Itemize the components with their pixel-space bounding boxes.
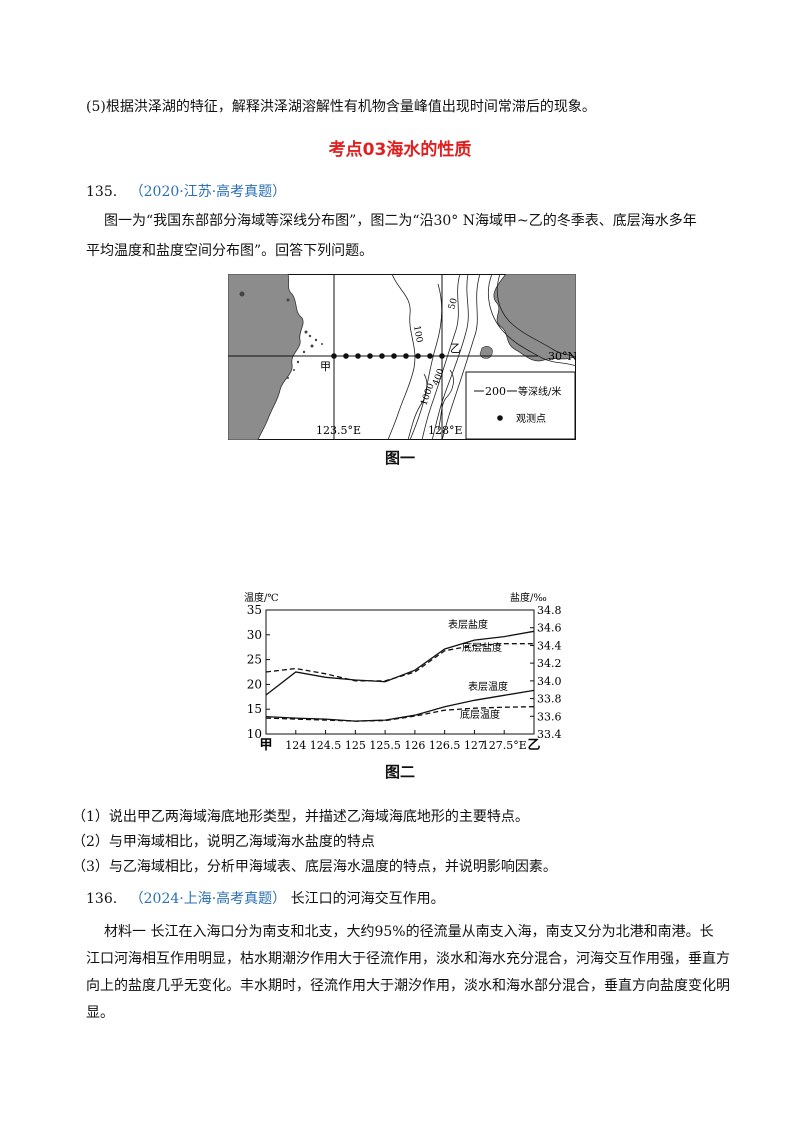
material-1-line1: 材料一 长江在入海口分为南支和北支，大约95%的径流量从南支入海，南支又分为北港… xyxy=(104,924,714,940)
map-legend: 200 等深线/米 观测点 xyxy=(465,371,576,440)
series-label: 底层盐度 xyxy=(462,641,502,654)
subquestion-2: （2）与甲海域相比，说明乙海域海水盐度的特点 xyxy=(72,834,375,850)
islands xyxy=(239,291,323,379)
question-136-header: 136. （2024·上海·高考真题） 长江口的河海交互作用。 xyxy=(86,889,445,909)
right-tick-label: 33.4 xyxy=(537,728,562,741)
label-jia: 甲 xyxy=(320,360,331,373)
right-axis-label: 盐度/‰ xyxy=(510,591,547,604)
figure-1-map: 30°N 甲 乙 123.5°E 128°E 100 50 1000 400 2… xyxy=(228,274,576,440)
label-lon-123-5: 123.5°E xyxy=(316,424,361,437)
question-source-link[interactable]: （2024·上海·高考真题） xyxy=(129,891,287,907)
right-tick-label: 33.6 xyxy=(537,710,562,723)
japan-land xyxy=(493,274,576,362)
right-tick-label: 34.8 xyxy=(537,604,562,617)
series-label: 表层温度 xyxy=(468,680,508,693)
question-title: 长江口的河海交互作用。 xyxy=(290,891,445,907)
label-lon-128: 128°E xyxy=(428,424,463,437)
x-tick-label: 127.5°E xyxy=(482,739,527,752)
right-tick-label: 34.6 xyxy=(537,622,562,635)
x-tick-label: 125 xyxy=(345,739,366,752)
coastal-land xyxy=(228,274,304,440)
material-1-line3: 向上的盐度几乎无变化。丰水期时，径流作用大于潮汐作用，淡水和海水部分混合，垂直方… xyxy=(86,978,730,994)
x-tick-label: 126 xyxy=(404,739,425,752)
left-tick-label: 20 xyxy=(247,677,262,691)
x-tick-label: 125.5 xyxy=(369,739,401,752)
x-tick-label: 126.5 xyxy=(429,739,461,752)
figure-2-caption: 图二 xyxy=(384,763,415,781)
legend-contour-value: 200 xyxy=(485,385,506,398)
material-1-line4: 显。 xyxy=(86,1005,114,1021)
question-number: 136. xyxy=(86,891,118,907)
left-tick-label: 30 xyxy=(247,628,262,642)
series-label: 底层温度 xyxy=(460,708,500,721)
right-tick-label: 34.0 xyxy=(537,675,562,688)
left-axis-label: 温度/℃ xyxy=(244,591,279,604)
left-tick-label: 15 xyxy=(247,702,262,716)
series-line xyxy=(265,689,535,722)
x-tick-label: 124.5 xyxy=(310,739,342,752)
contour-label-50: 50 xyxy=(447,297,460,311)
right-tick-label: 34.2 xyxy=(537,657,562,670)
series-label: 表层盐度 xyxy=(448,618,488,631)
section-title: 考点03海水的性质 xyxy=(328,140,472,160)
left-tick-label: 25 xyxy=(247,653,262,667)
legend-contour-text: 等深线/米 xyxy=(518,385,561,398)
observation-points xyxy=(331,353,445,359)
series-line xyxy=(265,706,535,722)
material-1-line2: 江口河海相互作用明显，枯水期潮汐作用大于径流作用，淡水和海水充分混合，河海交互作… xyxy=(86,951,730,967)
label-yi: 乙 xyxy=(450,342,461,355)
x-tick-label: 乙 xyxy=(527,738,540,753)
question-source-link[interactable]: （2020·江苏·高考真题） xyxy=(129,184,287,200)
x-tick-label: 127 xyxy=(464,739,485,752)
question-135-intro-line1: 图一为“我国东部部分海域等深线分布图”，图二为“沿30° N海域甲~乙的冬季表、… xyxy=(104,213,697,229)
series-line xyxy=(265,643,534,682)
figure-1-caption: 图一 xyxy=(384,449,415,467)
subquestion-1: （1）说出甲乙两海域海底地形类型，并描述乙海域海底地形的主要特点。 xyxy=(72,809,529,825)
subquestion-3: （3）与乙海域相比，分析甲海域表、底层海水温度的特点，并说明影响因素。 xyxy=(72,859,557,875)
question-135-intro-line2: 平均温度和盐度空间分布图”。回答下列问题。 xyxy=(86,243,374,259)
x-tick-label: 甲 xyxy=(259,738,272,753)
left-tick-label: 10 xyxy=(247,727,262,741)
question-5: (5)根据洪泽湖的特征，解释洪泽湖溶解性有机物含量峰值出现时间常滞后的现象。 xyxy=(86,99,596,115)
figure-2-chart: 温度/℃ 盐度/‰ 10 15 20 25 30 35 33.4 33.6 33.8 34.0 34… xyxy=(244,591,562,753)
material-1: 材料一 长江在入海口分为南支和北支，大约95%的径流量从南支入海，南支又分为北港… xyxy=(86,919,730,1027)
question-135-header: 135. （2020·江苏·高考真题） xyxy=(86,182,286,202)
label-30n: 30°N xyxy=(548,350,576,363)
question-number: 135. xyxy=(86,184,118,200)
legend-point-text: 观测点 xyxy=(516,412,546,425)
left-tick-label: 35 xyxy=(247,603,262,617)
right-tick-label: 33.8 xyxy=(537,693,562,706)
contour-label-100: 100 xyxy=(411,325,424,344)
right-tick-label: 34.4 xyxy=(537,639,562,652)
x-tick-label: 124 xyxy=(285,739,306,752)
